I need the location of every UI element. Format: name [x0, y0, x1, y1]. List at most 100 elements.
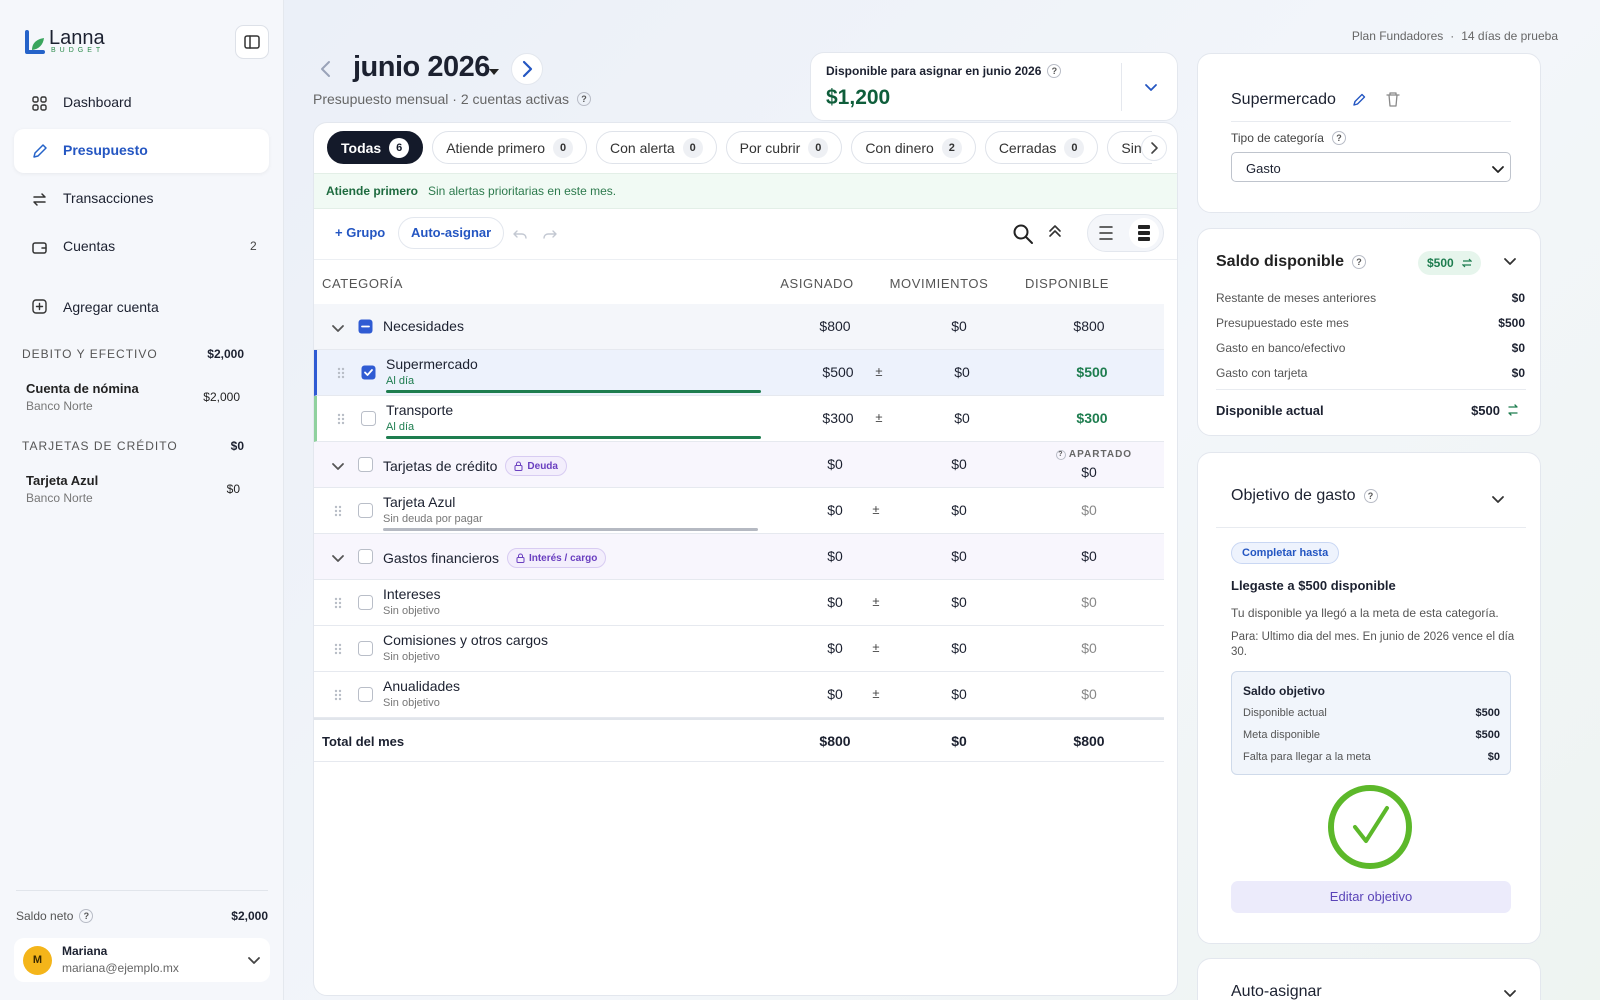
account-bank: Banco Norte	[26, 399, 93, 413]
panel-collapse[interactable]	[1500, 251, 1520, 271]
checkbox[interactable]	[358, 687, 373, 702]
icon-part	[338, 647, 342, 651]
add-group[interactable]: + Grupo	[335, 225, 386, 240]
icon-part	[1461, 258, 1472, 268]
view-toggle[interactable]	[1087, 214, 1164, 252]
nav-item[interactable]: Dashboard	[14, 81, 269, 125]
prev-month[interactable]	[314, 57, 338, 81]
icon-part	[40, 104, 47, 111]
collapse-button[interactable]	[235, 25, 269, 59]
category-name-text: Transporte	[386, 402, 454, 418]
available-card: Disponible para asignar en junio 2026? $1…	[810, 52, 1178, 121]
icon-part	[358, 641, 373, 656]
account-group-title: DEBITO Y EFECTIVO	[22, 347, 158, 361]
panel-collapse[interactable]	[1500, 983, 1520, 1000]
filter-chip[interactable]: Por cubrir 0	[725, 131, 843, 164]
edit-icon[interactable]	[1351, 92, 1367, 108]
icon-part	[32, 96, 39, 103]
filter-label: Todas	[341, 139, 382, 156]
collapse-all[interactable]	[1045, 221, 1065, 241]
checkbox[interactable]	[358, 595, 373, 610]
cell-value: $800	[819, 318, 851, 334]
icon-part	[1145, 84, 1157, 91]
checkbox[interactable]	[358, 641, 373, 656]
icon-part	[1353, 806, 1389, 843]
account-name[interactable]: Tarjeta Azul	[26, 473, 99, 488]
account-name[interactable]: Cuenta de nómina	[26, 381, 139, 396]
filter-label: Cerradas	[998, 139, 1057, 156]
current-label: Disponible actual	[1216, 403, 1324, 418]
adjust-button[interactable]: ±	[872, 640, 880, 655]
undo[interactable]	[512, 225, 528, 241]
category-row[interactable]: Tarjeta Azul Sin deuda por pagar $0 ± $0 $0	[314, 488, 1164, 534]
cell-value: $0	[951, 548, 967, 564]
filter-chip[interactable]: Con alerta 0	[596, 131, 717, 164]
adjust-button[interactable]: ±	[872, 594, 880, 609]
category-name: Tarjetas de crédito Deuda	[383, 456, 567, 476]
icon-part	[338, 693, 342, 697]
icon-part	[513, 230, 527, 239]
checkbox[interactable]	[358, 319, 373, 334]
add-account[interactable]: Agregar cuenta	[63, 299, 159, 315]
edit-goal-button[interactable]: Editar objetivo	[1231, 881, 1511, 913]
field-label: Tipo de categoría?	[1231, 131, 1346, 145]
filter-chip[interactable]: Atiende primero 0	[432, 131, 588, 164]
group-row[interactable]: Necesidades $800 $0 $800	[314, 304, 1164, 350]
drag-handle	[333, 596, 343, 610]
icon-part	[1508, 404, 1518, 416]
goal-box-label: Falta para llegar a la meta	[1243, 751, 1371, 763]
group-row[interactable]: Gastos financieros Interés / cargo $0 $0 $0	[314, 534, 1164, 580]
group-chevron[interactable]	[328, 548, 348, 568]
checkbox[interactable]	[358, 503, 373, 518]
filter-chip[interactable]: Cerradas 0	[984, 131, 1099, 164]
filter-count: 0	[682, 137, 703, 158]
category-row[interactable]: Supermercado Al día $500 ± $0 $500	[314, 350, 1164, 396]
month-title[interactable]: junio 2026	[353, 51, 490, 83]
search[interactable]	[1012, 223, 1034, 245]
icon-part	[25, 30, 45, 54]
nav-label: Dashboard	[63, 94, 132, 110]
next-month[interactable]	[511, 53, 543, 85]
available-expand[interactable]	[1141, 77, 1161, 97]
category-row[interactable]: Comisiones y otros cargos Sin objetivo $0 ±…	[314, 626, 1164, 672]
cell-value: $0	[951, 318, 967, 334]
cell-value: $0	[954, 410, 970, 426]
auto-assign[interactable]: Auto-asignar	[398, 217, 505, 249]
category-row[interactable]: Transporte Al día $300 ± $0 $300	[314, 396, 1164, 442]
category-type-select[interactable]: Gasto	[1231, 152, 1511, 182]
adjust-button[interactable]: ±	[872, 686, 880, 701]
nav-item[interactable]: Cuentas 2	[14, 225, 269, 269]
nav-item[interactable]: Presupuesto	[14, 129, 269, 173]
group-chevron[interactable]	[328, 318, 348, 338]
account-group-total: $0	[230, 439, 244, 453]
panel-collapse[interactable]	[1488, 489, 1508, 509]
icon-part	[1013, 224, 1033, 244]
help-icon: ?	[1363, 489, 1378, 503]
adjust-button[interactable]: ±	[872, 502, 880, 517]
filter-scroll-right[interactable]	[1141, 135, 1167, 161]
icon-part	[361, 365, 376, 380]
filter-chip[interactable]: Con dinero 2	[851, 131, 976, 164]
filter-chip[interactable]: Todas 6	[327, 131, 424, 164]
filter-row: Todas 6 Atiende primero 0 Con alerta 0 Por cub…	[327, 131, 1152, 165]
checkbox[interactable]	[361, 365, 376, 380]
adjust-button[interactable]: ±	[875, 364, 883, 379]
checkbox[interactable]	[358, 549, 373, 564]
group-chevron[interactable]	[328, 456, 348, 476]
cell-value: $0	[951, 686, 967, 702]
adjust-button[interactable]: ±	[875, 410, 883, 425]
group-row[interactable]: Tarjetas de crédito Deuda $0 $0 $0? APARTADO	[314, 442, 1164, 488]
user-menu-chevron[interactable]	[244, 950, 264, 970]
checkbox[interactable]	[358, 457, 373, 472]
checkbox[interactable]	[361, 411, 376, 426]
progress-bar	[386, 390, 761, 393]
delete-icon[interactable]	[1385, 91, 1401, 108]
icon-part	[514, 461, 523, 471]
user-card[interactable]: M Mariana mariana@ejemplo.mx	[14, 938, 270, 982]
redo[interactable]	[542, 225, 558, 241]
category-row[interactable]: Intereses Sin objetivo $0 ± $0 $0	[314, 580, 1164, 626]
category-row[interactable]: Anualidades Sin objetivo $0 ± $0 $0	[314, 672, 1164, 718]
nav-item[interactable]: Transacciones	[14, 177, 269, 221]
icon-part	[32, 299, 47, 314]
